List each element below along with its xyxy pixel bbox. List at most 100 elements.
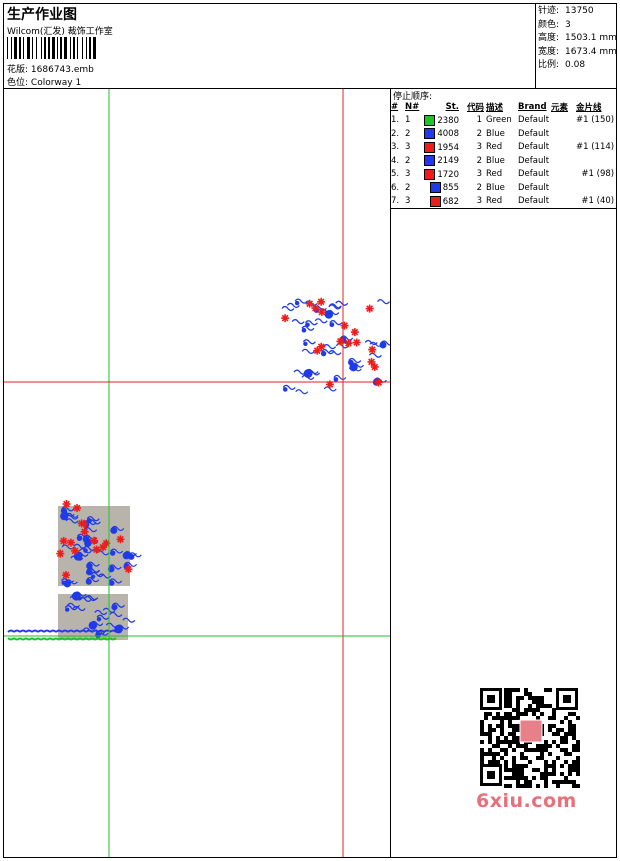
table-row: 5. 3 1720 3 Red Default #1 (98) — [391, 168, 614, 182]
color-swatch — [424, 141, 436, 153]
table-row: 3. 3 1954 3 Red Default #1 (114) — [391, 141, 614, 155]
table-row: 1. 1 2380 1 Green Default #1 (150) — [391, 114, 614, 128]
row-code: 1 — [476, 115, 482, 126]
row-needle: 2 — [405, 182, 411, 193]
row-stitches: 682 — [422, 195, 459, 209]
stat-colors: 颜色: 3 — [538, 19, 571, 30]
row-desc: Red — [486, 142, 503, 153]
row-needle: 2 — [405, 155, 411, 166]
row-brand: Default — [518, 115, 550, 126]
row-stitches: 2149 — [422, 154, 459, 168]
col-needle: N# — [405, 101, 420, 112]
row-needle: 1 — [405, 115, 411, 126]
row-needle: 3 — [405, 196, 411, 207]
row-needle: 2 — [405, 128, 411, 139]
row-element — [551, 195, 576, 209]
preview-divider — [390, 88, 391, 858]
design-file-label: 花版: — [7, 65, 29, 75]
colorway-line: 色位: Colorway 1 — [7, 75, 81, 88]
row-element — [551, 127, 576, 141]
header-divider — [3, 88, 617, 89]
colorway-label: 色位: — [7, 78, 29, 88]
row-index: 7. — [391, 196, 400, 207]
color-swatch — [424, 114, 436, 126]
row-index: 5. — [391, 169, 400, 180]
row-code: 2 — [476, 182, 482, 193]
color-swatch — [424, 128, 436, 140]
color-swatch — [429, 195, 441, 207]
watermark-site: 6xiu.com — [476, 790, 577, 812]
design-preview — [4, 89, 390, 857]
row-index: 3. — [391, 142, 400, 153]
sheet-frame — [3, 3, 617, 858]
col-code: 代码 — [466, 102, 484, 113]
row-element — [551, 168, 576, 182]
row-brand: Default — [518, 169, 550, 180]
row-element — [551, 114, 576, 128]
row-sequin — [576, 127, 614, 141]
color-swatch — [424, 155, 436, 167]
col-index: # — [391, 101, 399, 112]
row-sequin: #1 (40) — [581, 196, 615, 207]
row-index: 2. — [391, 128, 400, 139]
row-element — [551, 154, 576, 168]
table-row: 2. 2 4008 2 Blue Default — [391, 127, 614, 141]
row-code: 2 — [476, 155, 482, 166]
row-brand: Default — [518, 182, 550, 193]
row-brand: Default — [518, 155, 550, 166]
row-brand: Default — [518, 128, 550, 139]
col-desc: 描述 — [486, 102, 504, 113]
row-index: 4. — [391, 155, 400, 166]
row-needle: 3 — [405, 142, 411, 153]
row-sequin: #1 (114) — [576, 142, 615, 153]
row-sequin: #1 (150) — [576, 115, 615, 126]
row-stitches: 2380 — [422, 114, 459, 128]
colorway-name: Colorway 1 — [30, 78, 82, 88]
color-swatch — [424, 168, 436, 180]
row-brand: Default — [518, 196, 550, 207]
row-stitches: 855 — [422, 181, 459, 195]
table-row: 6. 2 855 2 Blue Default — [391, 181, 614, 195]
row-desc: Blue — [486, 182, 505, 193]
row-stitches: 4008 — [422, 127, 459, 141]
table-row: 4. 2 2149 2 Blue Default — [391, 154, 614, 168]
row-desc: Blue — [486, 128, 505, 139]
stop-order-table: # N# St. 代码 描述 Brand 元素 金片线 1. 1 2380 1 Gree… — [391, 100, 614, 208]
stat-width: 宽度: 1673.4 mm — [538, 46, 617, 57]
stat-scale: 比例: 0.08 — [538, 60, 586, 70]
row-code: 3 — [476, 196, 482, 207]
row-sequin — [576, 181, 614, 195]
row-element — [551, 181, 576, 195]
row-index: 1. — [391, 115, 400, 126]
studio-name: Wilcom(汇发) 裁饰工作室 — [7, 27, 113, 37]
stats-divider — [535, 3, 536, 88]
design-file-line: 花版: 1686743.emb — [7, 62, 94, 75]
barcode — [7, 37, 96, 59]
col-brand: Brand — [518, 101, 547, 112]
row-brand: Default — [518, 142, 550, 153]
table-header-row: # N# St. 代码 描述 Brand 元素 金片线 — [391, 100, 614, 114]
row-code: 2 — [476, 128, 482, 139]
row-stitches: 1720 — [422, 168, 459, 182]
row-code: 3 — [476, 169, 482, 180]
table-row: 7. 3 682 3 Red Default #1 (40) — [391, 195, 614, 209]
row-element — [551, 141, 576, 155]
row-index: 6. — [391, 182, 400, 193]
row-stitches: 1954 — [422, 141, 459, 155]
design-file-name: 1686743.emb — [30, 65, 94, 75]
row-needle: 3 — [405, 169, 411, 180]
row-desc: Red — [486, 196, 503, 207]
stat-height: 高度: 1503.1 mm — [538, 33, 617, 43]
color-swatch — [429, 182, 441, 194]
row-code: 3 — [476, 142, 482, 153]
table-divider — [390, 208, 617, 209]
stop-order-label: 停止顺序: — [393, 92, 433, 102]
row-desc: Red — [486, 169, 503, 180]
row-sequin — [576, 154, 614, 168]
col-element: 元素 — [551, 102, 569, 113]
qr-code — [470, 680, 586, 796]
col-stitches: St. — [445, 101, 459, 112]
design-stats: 针迹: 13750 颜色: 3 高度: 1503.1 mm 宽度: 1673.4 mm … — [538, 5, 617, 73]
page-title: 生产作业图 — [7, 7, 77, 23]
row-desc: Green — [486, 115, 512, 126]
